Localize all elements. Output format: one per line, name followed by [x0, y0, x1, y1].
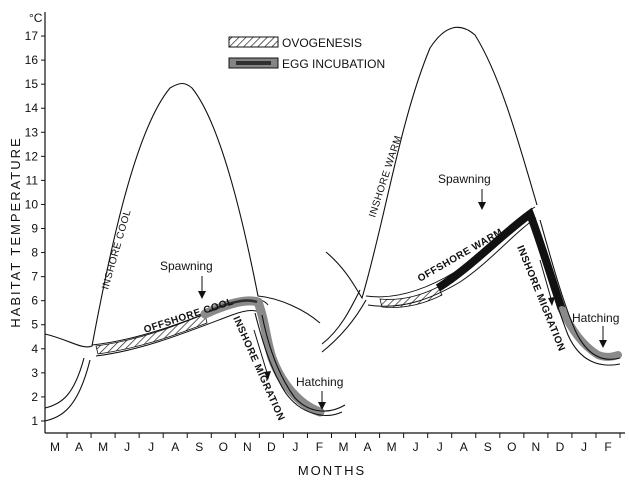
x-tick-label: A — [364, 440, 372, 454]
annotation-spawning-right: Spawning — [438, 172, 491, 186]
x-tick-label: N — [532, 440, 541, 454]
y-axis-title: HABITAT TEMPERATURE — [8, 136, 23, 327]
hatching-arrowhead-right — [599, 340, 607, 348]
legend-swatch-egg-incubation-core — [236, 61, 271, 65]
inshore-migration-right-inner — [532, 221, 621, 366]
egg-incubation-band-right — [435, 207, 566, 312]
x-tick-label: O — [219, 440, 228, 454]
x-tick-label: J — [437, 440, 443, 454]
inshore-warm-curve — [325, 26, 538, 300]
x-tick-label: M — [339, 440, 349, 454]
offshore-cool-band-lower — [95, 310, 263, 357]
inshore-migration-left-outer — [261, 314, 346, 412]
legend-label-egg-incubation: EGG INCUBATION — [282, 57, 385, 71]
egg-incubation-gray-right — [558, 306, 622, 361]
spawning-arrowhead-left — [198, 291, 206, 299]
legend-swatch-ovogenesis — [228, 36, 279, 48]
spawning-arrowhead-right — [478, 202, 486, 210]
hatching-arrowhead-left — [318, 402, 326, 410]
y-tick-label: 10 — [25, 197, 39, 211]
migration-arrowhead-left — [264, 371, 271, 380]
y-tick-label: 6 — [31, 294, 38, 308]
x-tick-label: M — [98, 440, 108, 454]
x-tick-label: F — [604, 440, 611, 454]
inshore-cool-curve — [44, 82, 321, 348]
y-tick-label: 12 — [25, 149, 39, 163]
migration-arrowhead-right — [548, 297, 555, 306]
label-inshore-warm: INSHORE WARM — [367, 134, 404, 219]
x-tick-label: S — [195, 440, 203, 454]
egg-incubation-core-left — [209, 299, 258, 313]
inshore-cool-lower-left — [44, 359, 91, 422]
x-tick-label: J — [148, 440, 154, 454]
inshore-migration-right-outer — [539, 219, 621, 360]
y-tick-label: 14 — [25, 101, 39, 115]
x-tick-label: F — [316, 440, 323, 454]
x-tick-label: M — [50, 440, 60, 454]
y-tick-label: 17 — [25, 29, 39, 43]
y-tick-label: 13 — [25, 125, 39, 139]
y-tick-label: 16 — [25, 53, 39, 67]
y-unit-label: °C — [29, 11, 43, 25]
x-tick-label: A — [171, 440, 179, 454]
y-tick-label: 5 — [31, 318, 38, 332]
legend: OVOGENESIS EGG INCUBATION — [228, 36, 385, 71]
inshore-warm-lower-left — [321, 289, 361, 345]
x-tick-label: A — [460, 440, 468, 454]
y-tick-label: 2 — [31, 390, 38, 404]
x-tick-label: N — [243, 440, 252, 454]
x-tick-label: M — [387, 440, 397, 454]
x-tick-label: S — [484, 440, 492, 454]
migration-arrow-left — [253, 329, 269, 377]
y-tick-label: 8 — [31, 246, 38, 260]
label-inshore-cool: INSHORE COOL — [100, 208, 133, 291]
ovogenesis-band-right — [379, 286, 443, 308]
x-tick-label: J — [292, 440, 298, 454]
y-tick-label: 1 — [31, 414, 38, 428]
y-tick-label: 11 — [26, 173, 39, 187]
migration-arrow-right — [539, 259, 553, 303]
y-tick-label: 9 — [31, 222, 38, 236]
ovogenesis-band-left — [95, 313, 208, 355]
y-tick-label: 4 — [31, 342, 38, 356]
legend-label-ovogenesis: OVOGENESIS — [282, 36, 362, 50]
inshore-cool-lower-left-inner — [44, 357, 85, 409]
x-tick-label: J — [124, 440, 130, 454]
y-tick-label: 3 — [31, 366, 38, 380]
x-axis-title: MONTHS — [298, 463, 366, 478]
x-tick-label: A — [75, 440, 83, 454]
x-tick-label: D — [267, 440, 276, 454]
annotation-hatching-right: Hatching — [572, 311, 619, 325]
x-tick-label: O — [507, 440, 516, 454]
x-tick-label: J — [413, 440, 419, 454]
annotation-spawning-left: Spawning — [160, 259, 213, 273]
x-tick-label: D — [556, 440, 565, 454]
annotation-hatching-left: Hatching — [296, 375, 343, 389]
x-tick-label: J — [581, 440, 587, 454]
axes — [44, 12, 625, 434]
inshore-warm-lower-left-inner — [321, 299, 367, 353]
inshore-migration-left-inner — [254, 312, 343, 416]
y-tick-label: 15 — [25, 77, 39, 91]
y-tick-label: 7 — [31, 270, 38, 284]
